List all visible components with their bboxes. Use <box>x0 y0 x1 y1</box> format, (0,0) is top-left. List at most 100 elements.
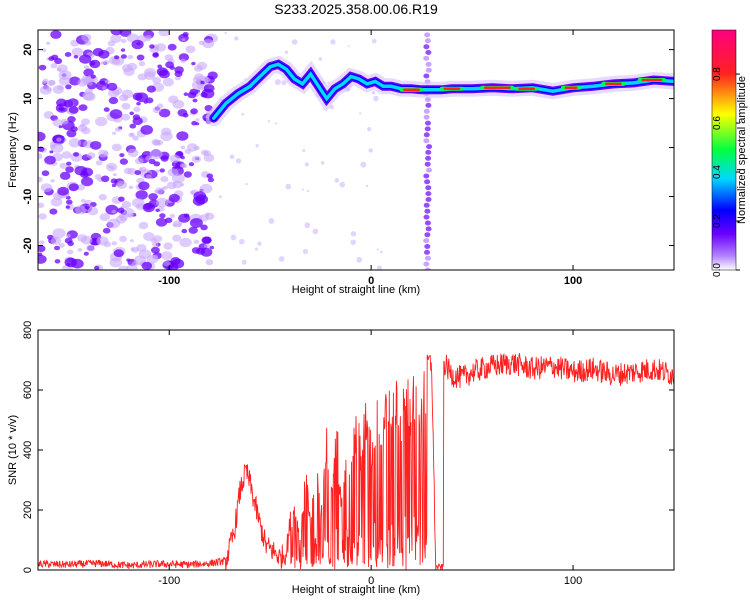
noise-blob <box>59 171 71 180</box>
scatter-blob <box>268 218 275 224</box>
scatter-blob <box>306 189 310 193</box>
noise-blob <box>102 86 107 90</box>
noise-blob <box>65 205 70 209</box>
noise-blob <box>103 107 110 112</box>
spike-blob <box>425 226 432 232</box>
noise-blob <box>65 166 74 173</box>
noise-blob <box>121 102 131 110</box>
scatter-blob <box>312 228 319 235</box>
noise-blob <box>168 193 180 203</box>
noise-blob <box>180 183 185 187</box>
noise-blob <box>174 66 184 74</box>
noise-blob <box>200 149 209 156</box>
colorbar-tick-label: 0.8 <box>712 67 723 81</box>
noise-blob <box>95 160 103 166</box>
noise-blob <box>106 82 118 91</box>
scatter-blob <box>373 95 379 102</box>
noise-blob <box>67 241 74 247</box>
spike-blob <box>423 138 430 144</box>
noise-blob <box>205 212 215 220</box>
noise-blob <box>83 65 89 70</box>
noise-blob <box>123 167 133 175</box>
noise-blob <box>136 101 141 106</box>
noise-blob <box>90 74 96 79</box>
top-y-tick-label: -20 <box>22 238 34 254</box>
spike-blob <box>423 108 430 114</box>
noise-blob <box>44 155 56 165</box>
noise-blob <box>78 104 88 111</box>
noise-blob <box>86 244 95 252</box>
noise-blob <box>172 223 177 227</box>
noise-blob <box>114 55 120 60</box>
noise-blob <box>183 171 192 178</box>
top-y-tick-label: 20 <box>22 43 34 55</box>
noise-blob <box>119 153 125 158</box>
noise-blob <box>84 40 92 46</box>
spike-blob <box>426 144 433 150</box>
noise-blob <box>61 151 72 159</box>
spike-blob <box>424 232 431 238</box>
scatter-blob <box>347 45 350 48</box>
scatter-blob <box>230 234 237 241</box>
noise-blob <box>110 34 122 43</box>
spike-blob <box>425 255 431 261</box>
noise-blob <box>38 153 43 160</box>
noise-blob <box>129 123 137 129</box>
scatter-blob <box>356 256 363 263</box>
snr-line <box>38 352 674 570</box>
noise-blob <box>99 213 110 222</box>
noise-blob <box>159 213 166 219</box>
noise-blob <box>38 64 47 71</box>
noise-blob <box>160 176 169 183</box>
spectrogram-marks <box>38 30 674 270</box>
noise-blob <box>71 47 83 57</box>
scatter-blob <box>302 149 306 152</box>
noise-blob <box>136 54 145 61</box>
spike-blob <box>423 73 430 79</box>
noise-blob <box>98 194 107 201</box>
noise-blob <box>48 79 56 86</box>
scatter-blob <box>360 161 367 168</box>
noise-blob <box>133 106 141 113</box>
scatter-blob <box>301 188 304 191</box>
spike-blob <box>426 167 432 173</box>
scatter-blob <box>302 248 309 255</box>
noise-blob <box>66 199 73 205</box>
noise-blob <box>58 70 72 80</box>
scatter-blob <box>367 127 372 132</box>
noise-blob <box>136 42 141 46</box>
noise-blob <box>169 213 176 218</box>
noise-blob <box>178 33 189 43</box>
spike-blob <box>424 161 431 167</box>
noise-blob <box>155 139 164 146</box>
noise-blob <box>141 261 153 270</box>
noise-blob <box>207 71 218 80</box>
noise-blob <box>121 89 134 99</box>
noise-blob <box>155 169 160 173</box>
noise-blob <box>200 224 208 231</box>
noise-blob <box>79 54 92 64</box>
noise-blob <box>111 183 116 188</box>
noise-blob <box>54 259 61 264</box>
noise-blob <box>148 158 156 165</box>
noise-blob <box>191 120 198 126</box>
spike-blob <box>423 55 430 61</box>
noise-blob <box>84 205 90 210</box>
noise-blob <box>58 243 65 248</box>
noise-blob <box>126 258 131 262</box>
spike-blob <box>424 220 431 226</box>
scatter-blob <box>278 256 285 262</box>
noise-blob <box>81 198 86 203</box>
noise-blob <box>174 75 181 81</box>
noise-blob <box>40 183 53 193</box>
scatter-blob <box>218 195 222 199</box>
noise-blob <box>75 205 87 215</box>
bottom-y-tick-label: 600 <box>22 381 34 399</box>
noise-blob <box>59 162 68 169</box>
spike-blob <box>424 32 431 38</box>
scatter-blob <box>245 182 248 186</box>
noise-blob <box>101 175 110 183</box>
noise-blob <box>120 48 126 52</box>
scatter-blob <box>350 239 356 245</box>
